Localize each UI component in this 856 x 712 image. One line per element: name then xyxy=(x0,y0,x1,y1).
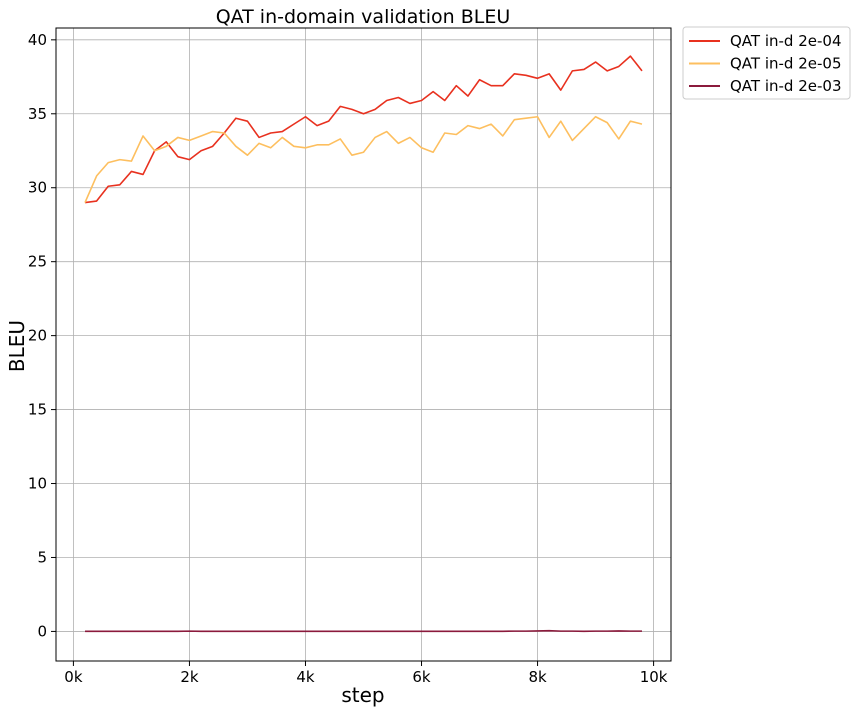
y-tick-label: 0 xyxy=(37,622,47,640)
chart-title: QAT in-domain validation BLEU xyxy=(216,6,511,28)
series-line-2 xyxy=(84,115,643,203)
x-tick-label: 2k xyxy=(180,668,199,686)
y-tick-label: 10 xyxy=(28,475,47,493)
y-axis: 0 5 10 15 20 25 30 35 40 xyxy=(28,31,56,640)
y-tick-label: 40 xyxy=(28,31,47,49)
y-tick-label: 35 xyxy=(28,105,47,123)
y-tick-label: 30 xyxy=(28,179,47,197)
legend-label: QAT in-d 2e-03 xyxy=(730,77,841,95)
legend-label: QAT in-d 2e-05 xyxy=(730,55,841,73)
plot-frame xyxy=(55,27,672,662)
x-tick-label: 8k xyxy=(528,668,547,686)
x-axis: 0k 2k 4k 6k 8k 10k xyxy=(64,661,668,686)
y-tick-label: 25 xyxy=(28,253,47,271)
x-axis-label: step xyxy=(341,683,384,707)
legend-label: QAT in-d 2e-04 xyxy=(730,32,841,50)
series-layer xyxy=(84,55,643,633)
series-line-1 xyxy=(84,55,643,204)
x-tick-label: 4k xyxy=(296,668,315,686)
x-tick-label: 6k xyxy=(412,668,431,686)
y-tick-label: 20 xyxy=(28,327,47,345)
grid xyxy=(56,28,671,661)
y-axis-label: BLEU xyxy=(5,320,29,372)
legend-box xyxy=(682,26,851,100)
y-tick-label: 5 xyxy=(37,548,47,566)
x-tick-label: 0k xyxy=(64,668,83,686)
y-tick-label: 15 xyxy=(28,401,47,419)
series-line-3 xyxy=(85,629,642,633)
x-tick-label: 10k xyxy=(640,668,668,686)
legend: QAT in-d 2e-04 QAT in-d 2e-05 QAT in-d 2e-… xyxy=(682,26,851,100)
